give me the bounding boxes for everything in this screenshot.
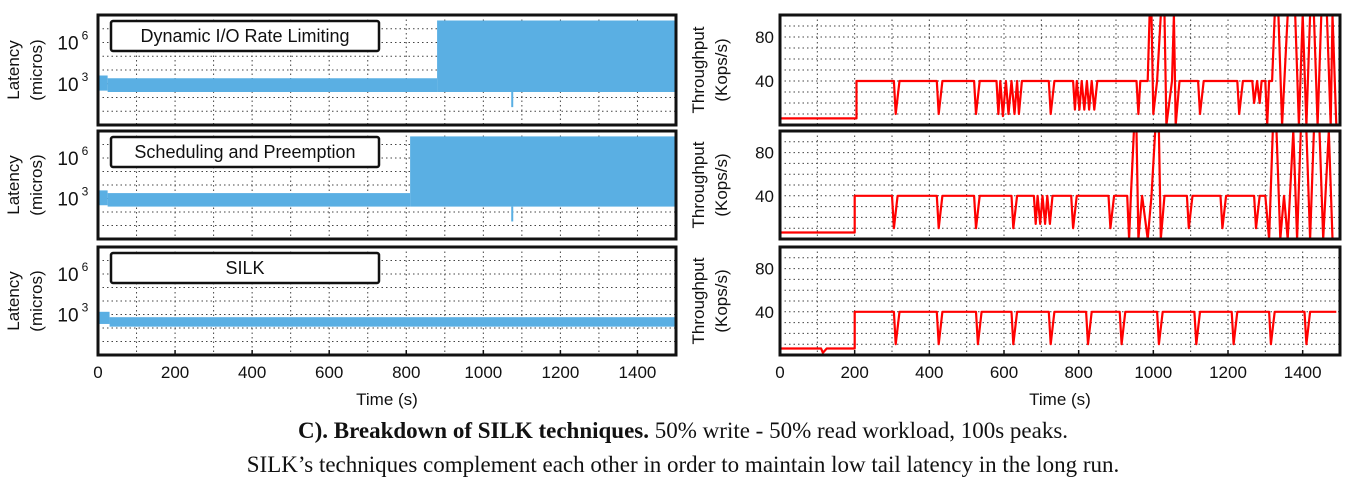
panel-4: 40 80 Throughput (Kops/s) [689,129,1342,241]
y-tick-label: 10 [57,149,78,170]
y-tick-label: 40 [755,187,774,206]
x-tick-label: 600 [990,363,1018,382]
y-tick-label: 10 [57,75,78,96]
panel-6: 40 80 Throughput (Kops/s) 0 200 400 600 800 1000 1… [689,245,1342,409]
y-tick-label: 10 [57,265,78,286]
panel-1: Dynamic I/O Rate Limiting 10 3 10 6 Latency (m… [4,13,678,127]
y-axis-label: (micros) [27,270,46,331]
y-axis-label: (micros) [27,154,46,215]
caption-rest: 50% write - 50% read workload, 100s peak… [649,418,1069,443]
x-tick-label: 800 [392,363,420,382]
panel-3: Scheduling and Preemption 10 3 10 6 Latency (m… [4,129,678,241]
y-tick-exponent: 3 [82,70,89,84]
throughput-line [780,131,1334,239]
x-tick-label: 1400 [1284,363,1322,382]
y-axis-label: (Kops/s) [712,269,731,332]
panel-2: 40 80 Throughput (Kops/s) [689,13,1342,127]
latency-band [107,78,438,92]
panel-label-box [109,135,381,169]
panel-label-box [109,251,381,285]
y-tick-exponent: 3 [82,301,89,315]
y-tick-exponent: 6 [82,29,89,43]
x-tick-label: 200 [161,363,189,382]
latency-band [107,193,411,207]
y-tick-label: 40 [755,303,774,322]
x-tick-label: 600 [315,363,343,382]
x-tick-label: 400 [915,363,943,382]
panel-frame [778,245,1342,357]
throughput-line [780,15,1338,125]
y-tick-label: 40 [755,72,774,91]
y-axis-label: Latency [4,271,23,331]
panel-frame [778,13,1342,127]
y-axis-label: (Kops/s) [712,38,731,101]
y-tick-label: 80 [755,144,774,163]
panel-frame [778,129,1342,241]
latency-band [437,20,676,92]
x-tick-label: 200 [840,363,868,382]
x-axis-label: Time (s) [356,390,418,409]
panel-frame [96,245,678,357]
y-axis-label: Latency [4,155,23,215]
y-axis-label: (micros) [27,39,46,100]
panel-label-box [109,19,381,53]
y-tick-exponent: 6 [82,144,89,158]
panel-label: Dynamic I/O Rate Limiting [140,26,349,46]
y-tick-label: 80 [755,260,774,279]
panel-frame [96,129,678,241]
latency-band [98,311,110,324]
y-tick-label: 10 [57,190,78,211]
throughput-line [780,310,1337,354]
y-axis-label: Throughput [689,141,708,228]
latency-band [98,190,108,206]
x-tick-label: 1000 [464,363,502,382]
panel-label: SILK [225,258,264,278]
latency-band [410,136,676,207]
panel-5: SILK 10 3 10 6 Latency (micros) 0 200 400 600 800 10… [4,245,678,409]
x-tick-label: 0 [775,363,784,382]
y-axis-label: Throughput [689,26,708,113]
x-tick-label: 1400 [619,363,657,382]
y-tick-exponent: 6 [82,260,89,274]
caption-line-1: C). Breakdown of SILK techniques. 50% wr… [0,418,1366,444]
panel-frame [96,13,678,127]
x-tick-label: 1200 [541,363,579,382]
y-tick-exponent: 3 [82,185,89,199]
x-tick-label: 1200 [1209,363,1247,382]
x-tick-label: 1000 [1134,363,1172,382]
latency-band [98,75,108,91]
x-axis-label: Time (s) [1029,390,1091,409]
latency-band [109,317,676,327]
panel-label: Scheduling and Preemption [134,142,355,162]
x-tick-label: 0 [93,363,102,382]
y-tick-label: 10 [57,34,78,55]
x-tick-label: 400 [238,363,266,382]
y-axis-label: (Kops/s) [712,153,731,216]
x-tick-label: 800 [1064,363,1092,382]
caption-line-2: SILK’s techniques complement each other … [246,452,1120,477]
y-tick-label: 10 [57,306,78,327]
y-axis-label: Throughput [689,257,708,344]
y-tick-label: 80 [755,28,774,47]
caption-bold: C). Breakdown of SILK techniques. [297,418,650,443]
y-axis-label: Latency [4,40,23,100]
